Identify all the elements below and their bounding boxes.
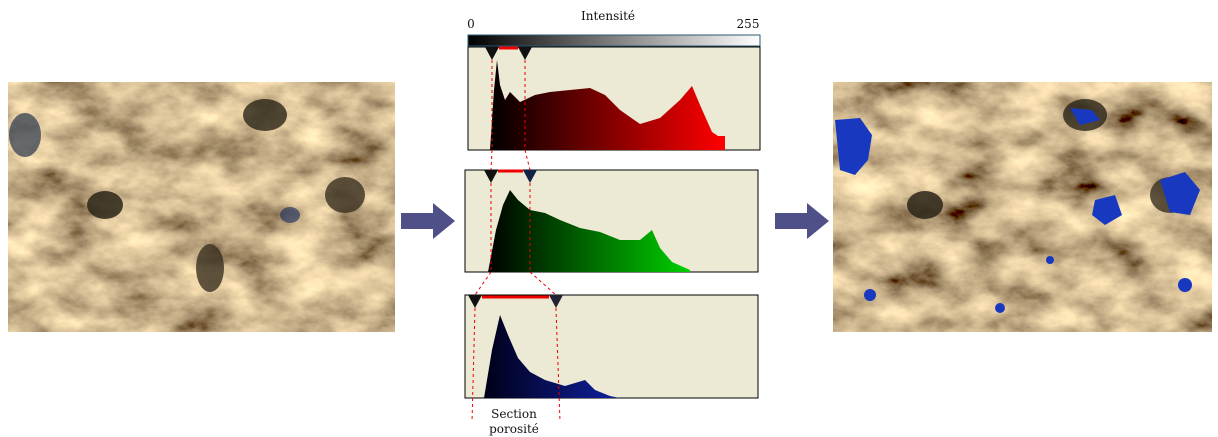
intensity-label: Intensité bbox=[581, 9, 635, 23]
green-histogram bbox=[465, 170, 758, 272]
output-image bbox=[833, 82, 1212, 332]
page: Intensité 0 255 Section porosité bbox=[0, 0, 1218, 437]
arrow bbox=[401, 203, 455, 239]
intensity-bar bbox=[468, 35, 760, 46]
annotation-line: Section bbox=[491, 407, 537, 421]
figure: Intensité 0 255 Section porosité bbox=[0, 0, 1218, 437]
annotation-line: porosité bbox=[489, 422, 539, 436]
input-image bbox=[8, 82, 395, 332]
arrow bbox=[775, 203, 829, 239]
min-label: 0 bbox=[467, 17, 475, 31]
blue-histogram bbox=[465, 295, 758, 398]
max-label: 255 bbox=[737, 17, 760, 31]
red-histogram bbox=[468, 47, 760, 150]
